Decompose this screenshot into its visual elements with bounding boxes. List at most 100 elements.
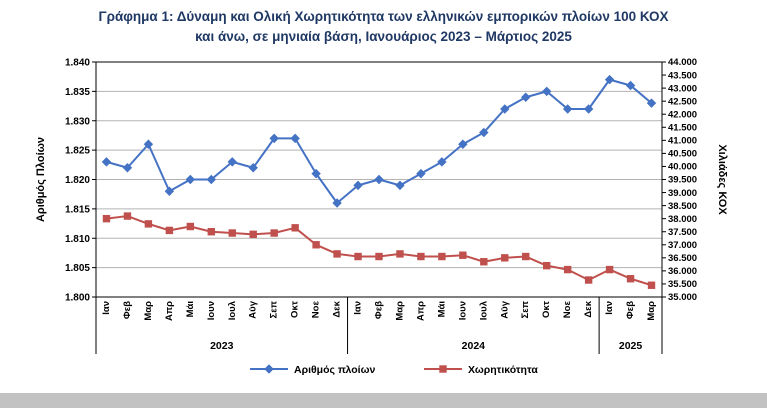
series-marker-right — [480, 258, 488, 266]
legend-marker — [264, 364, 274, 374]
series-marker-right — [312, 241, 320, 249]
series-marker-left — [562, 104, 573, 114]
right-axis-tick-label: 38.000 — [668, 214, 697, 225]
left-axis-tick-label: 1.835 — [65, 87, 90, 98]
series-marker-right — [186, 222, 195, 231]
series-marker-left — [646, 98, 657, 108]
left-axis-tick-label: 1.810 — [65, 234, 90, 245]
x-tick-label: Μαρ — [143, 301, 154, 321]
series-marker-left — [416, 168, 426, 179]
series-marker-left — [290, 133, 300, 144]
left-axis-tick-label: 1.830 — [65, 116, 90, 127]
left-axis-tick-label: 1.840 — [65, 58, 90, 69]
series-marker-right — [563, 265, 572, 274]
series-marker-left — [395, 180, 405, 191]
series-marker-left — [625, 80, 636, 91]
chart-title-line2: και άνω, σε μηνιαία βάση, Ιανουάριος 202… — [195, 29, 572, 44]
year-label: 2024 — [462, 340, 486, 352]
right-axis-tick-label: 41.000 — [668, 136, 697, 147]
series-marker-right — [333, 250, 341, 258]
series-marker-right — [522, 252, 530, 261]
x-tick-label: Οκτ — [541, 300, 552, 318]
chart-title: Γράφημα 1: Δύναμη και Ολική Χωρητικότητα… — [0, 0, 767, 47]
legend-label: Αριθμός πλοίων — [294, 364, 375, 376]
series-marker-left — [227, 157, 237, 167]
series-marker-right — [543, 261, 551, 270]
year-label: 2023 — [210, 340, 234, 352]
right-axis-tick-label: 42.000 — [668, 109, 697, 120]
series-marker-left — [164, 186, 175, 196]
series-marker-right — [396, 250, 404, 258]
x-tick-label: Φεβ — [122, 301, 133, 319]
series-marker-left — [248, 163, 258, 173]
right-axis-tick-label: 41.500 — [668, 122, 697, 133]
x-tick-label: Απρ — [164, 301, 175, 321]
series-marker-right — [626, 275, 635, 283]
series-marker-left — [311, 168, 321, 179]
left-axis-tick-label: 1.825 — [65, 146, 90, 157]
series-marker-right — [102, 214, 111, 223]
x-tick-label: Μάι — [185, 301, 196, 318]
x-tick-label: Ιουλ — [227, 300, 238, 320]
left-axis-title: Αριθμός Πλοίων — [35, 137, 47, 222]
legend-marker — [439, 365, 447, 373]
left-axis-tick-label: 1.820 — [65, 175, 90, 186]
x-tick-label: Μάι — [436, 301, 447, 318]
x-tick-label: Ιαν — [604, 301, 615, 315]
series-marker-right — [144, 220, 153, 228]
series-marker-right — [291, 224, 299, 232]
right-axis-tick-label: 35.000 — [668, 292, 697, 303]
right-axis-title: Χιλιάδες ΚΟΧ — [716, 144, 728, 215]
right-axis-tick-label: 40.500 — [668, 149, 697, 160]
right-axis-tick-label: 35.500 — [668, 279, 697, 290]
chart-title-line1: Γράφημα 1: Δύναμη και Ολική Χωρητικότητα… — [98, 9, 669, 24]
series-marker-right — [438, 252, 446, 261]
right-axis-tick-label: 43.500 — [668, 70, 697, 81]
x-tick-label: Αύγ — [248, 300, 259, 318]
series-marker-right — [228, 229, 236, 237]
left-axis-tick-label: 1.805 — [65, 263, 90, 274]
series-marker-left — [269, 133, 279, 144]
series-marker-right — [584, 276, 593, 284]
x-tick-label: Νοε — [562, 301, 573, 319]
series-marker-left — [541, 86, 552, 97]
x-tick-label: Οκτ — [290, 300, 301, 318]
series-marker-left — [458, 139, 468, 149]
x-tick-label: Αύγ — [499, 300, 510, 318]
left-axis-tick-label: 1.800 — [65, 293, 90, 304]
series-marker-right — [647, 281, 656, 289]
right-axis-tick-label: 44.000 — [668, 57, 697, 68]
x-tick-label: Απρ — [415, 301, 426, 321]
series-marker-left — [583, 104, 594, 114]
right-axis-tick-label: 37.500 — [668, 227, 697, 238]
series-marker-right — [501, 254, 509, 262]
x-tick-label: Δεκ — [332, 300, 343, 317]
series-marker-left — [122, 163, 133, 173]
right-axis-tick-label: 36.000 — [668, 266, 697, 277]
series-marker-left — [500, 104, 510, 114]
x-tick-label: Δεκ — [583, 300, 594, 317]
right-axis-tick-label: 40.000 — [668, 162, 697, 173]
right-axis-tick-label: 43.000 — [668, 83, 697, 94]
series-marker-right — [375, 252, 383, 261]
dual-axis-line-chart: 1.800 1.805 1.810 1.815 1.820 1.825 1.830 1.835… — [35, 57, 728, 376]
x-tick-label: Ιουλ — [478, 300, 489, 320]
series-marker-right — [354, 252, 362, 261]
series-line-left — [106, 78, 653, 204]
x-tick-label: Φεβ — [625, 301, 636, 319]
legend-label: Χωρητικότητα — [468, 364, 538, 376]
series-marker-left — [332, 198, 342, 208]
x-tick-label: Μαρ — [646, 301, 657, 321]
series-marker-right — [417, 252, 425, 261]
series-marker-left — [521, 92, 531, 102]
series-marker-left — [437, 157, 447, 167]
series-marker-left — [604, 74, 615, 85]
bottom-bar — [0, 393, 767, 408]
x-tick-label: Σεπ — [269, 300, 280, 318]
right-axis-tick-label: 38.500 — [668, 201, 697, 212]
series-marker-left — [143, 139, 154, 149]
x-tick-label: Ιουν — [457, 301, 468, 320]
series-marker-right — [605, 265, 614, 274]
series-marker-left — [185, 174, 196, 185]
